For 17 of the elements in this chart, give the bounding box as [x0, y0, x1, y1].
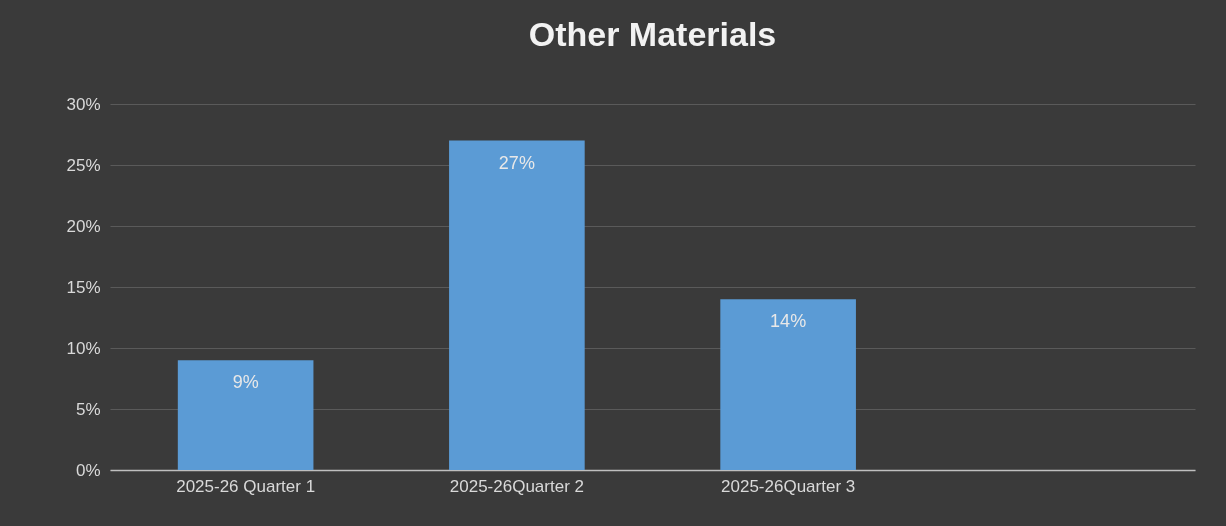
bar [177, 360, 314, 470]
bar [720, 299, 856, 470]
y-tick-label: 20% [66, 216, 101, 236]
y-tick-label: 5% [75, 399, 101, 419]
y-tick-label: 25% [66, 155, 101, 175]
y-tick-label: 15% [66, 277, 101, 297]
y-tick-label: 10% [66, 338, 101, 358]
chart-title: Other Materials [528, 15, 777, 53]
data-label: 14% [770, 311, 807, 332]
x-tick-label: 2025-26 Quarter 1 [176, 476, 316, 496]
bar [449, 140, 585, 470]
x-tick-label: 2025-26Quarter 2 [449, 476, 584, 496]
y-tick-label: 30% [66, 94, 101, 114]
x-tick-label: 2025-26Quarter 3 [721, 476, 856, 496]
data-label: 9% [232, 372, 259, 393]
y-tick-label: 0% [75, 460, 101, 480]
data-label: 27% [498, 152, 535, 173]
